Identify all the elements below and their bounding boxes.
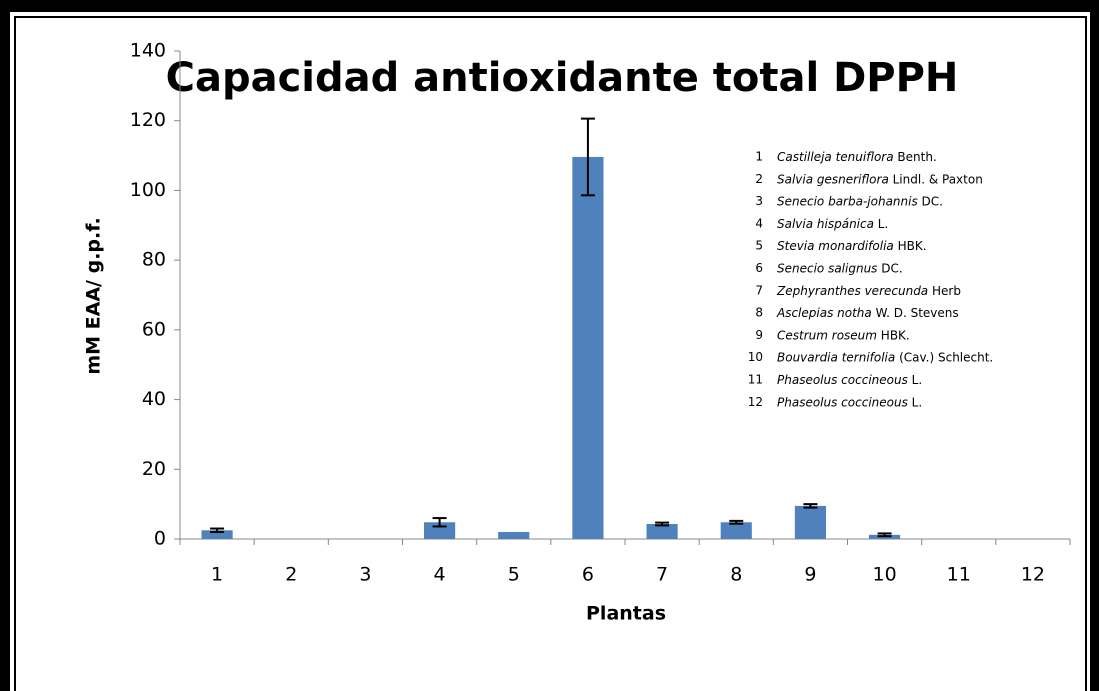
legend-authority: Benth. [897, 150, 936, 164]
x-tick-label: 9 [804, 564, 816, 586]
x-tick-label: 4 [434, 564, 446, 586]
legend-authority: L. [912, 373, 923, 387]
legend-entry: Salvia hispánica L. [777, 216, 888, 230]
legend-species: Stevia monardifolia [777, 239, 894, 253]
x-tick-label: 6 [582, 564, 594, 586]
legend-number: 12 [748, 395, 763, 409]
y-tick-label: 100 [130, 179, 166, 201]
legend-number: 2 [755, 172, 763, 186]
bar [794, 505, 826, 539]
legend-number: 6 [755, 261, 763, 275]
y-tick-label: 140 [130, 40, 166, 62]
legend-authority: DC. [922, 194, 943, 208]
legend-number: 11 [748, 373, 763, 387]
x-tick-label: 5 [508, 564, 520, 586]
y-tick-label: 0 [154, 528, 166, 550]
frame [0, 0, 1099, 12]
x-tick-label: 1 [211, 564, 223, 586]
x-tick-label: 12 [1021, 564, 1045, 586]
bar [572, 156, 604, 540]
legend-entry: Phaseolus coccineous L. [777, 395, 922, 409]
bar [424, 522, 456, 539]
legend-species: Salvia hispánica [777, 216, 874, 230]
legend-authority: Herb [932, 283, 961, 297]
legend-species: Asclepias notha [776, 306, 872, 320]
frame [0, 0, 10, 691]
legend-entry: Salvia gesneriflora Lindl. & Paxton [777, 172, 983, 186]
frame [14, 16, 1087, 691]
legend-authority: W. D. Stevens [876, 306, 959, 320]
legend-entry: Bouvardia ternifolia (Cav.) Schlecht. [777, 350, 993, 364]
y-tick-label: 60 [142, 318, 166, 340]
frame [1090, 0, 1099, 691]
error-bar [803, 503, 818, 509]
legend-number: 4 [755, 216, 763, 230]
legend-authority: DC. [881, 261, 902, 275]
bar [720, 522, 752, 539]
error-bar [432, 517, 447, 528]
legend-entry: Phaseolus coccineous L. [777, 373, 922, 387]
x-axis-label: Plantas [586, 603, 666, 625]
y-tick-label: 80 [142, 249, 166, 271]
bar [498, 532, 530, 539]
legend-authority: L. [912, 395, 923, 409]
y-axis-label: mM EAA/ g.p.f. [83, 217, 105, 374]
x-tick-label: 11 [947, 564, 971, 586]
legend-species: Cestrum roseum [777, 328, 877, 342]
legend-authority: Lindl. & Paxton [893, 172, 983, 186]
chart-title: Capacidad antioxidante total DPPH [166, 55, 959, 101]
x-tick-label: 2 [285, 564, 297, 586]
legend-authority: L. [878, 216, 889, 230]
legend-species: Bouvardia ternifolia [777, 350, 895, 364]
legend-entry: Castilleja tenuiflora Benth. [777, 150, 937, 164]
legend-entry: Zephyranthes verecunda Herb [776, 283, 961, 297]
legend-number: 8 [755, 306, 763, 320]
y-tick-label: 20 [142, 458, 166, 480]
legend-authority: HBK. [881, 328, 910, 342]
legend-entry: Senecio barba-johannis DC. [777, 194, 943, 208]
legend-number: 7 [755, 283, 763, 297]
legend-number: 5 [755, 239, 763, 253]
y-tick-label: 40 [142, 388, 166, 410]
error-bar [655, 521, 670, 527]
error-bar [210, 527, 225, 534]
legend-number: 1 [755, 150, 763, 164]
x-tick-label: 8 [730, 564, 742, 586]
bar [201, 530, 233, 539]
error-bar [580, 117, 595, 197]
legend-species: Salvia gesneriflora [777, 172, 889, 186]
legend-number: 10 [748, 350, 763, 364]
error-bar [729, 519, 744, 525]
legend-species: Senecio barba-johannis [777, 194, 918, 208]
y-tick-label: 120 [130, 109, 166, 131]
legend-entry: Cestrum roseum HBK. [777, 328, 910, 342]
legend-entry: Stevia monardifolia HBK. [777, 239, 927, 253]
x-tick-label: 3 [359, 564, 371, 586]
x-tick-label: 10 [872, 564, 896, 586]
legend-species: Senecio salignus [777, 261, 877, 275]
legend-number: 9 [755, 328, 763, 342]
legend-species: Phaseolus coccineous [777, 373, 908, 387]
legend-species: Phaseolus coccineous [777, 395, 908, 409]
bar [646, 524, 678, 539]
legend-authority: HBK. [898, 239, 927, 253]
error-bar [877, 532, 892, 538]
legend-authority: (Cav.) Schlecht. [899, 350, 993, 364]
legend-species: Castilleja tenuiflora [777, 150, 894, 164]
legend-entry: Senecio salignus DC. [777, 261, 903, 275]
legend-number: 3 [755, 194, 763, 208]
x-tick-label: 7 [656, 564, 668, 586]
legend-species: Zephyranthes verecunda [776, 283, 928, 297]
legend-entry: Asclepias notha W. D. Stevens [776, 306, 959, 320]
